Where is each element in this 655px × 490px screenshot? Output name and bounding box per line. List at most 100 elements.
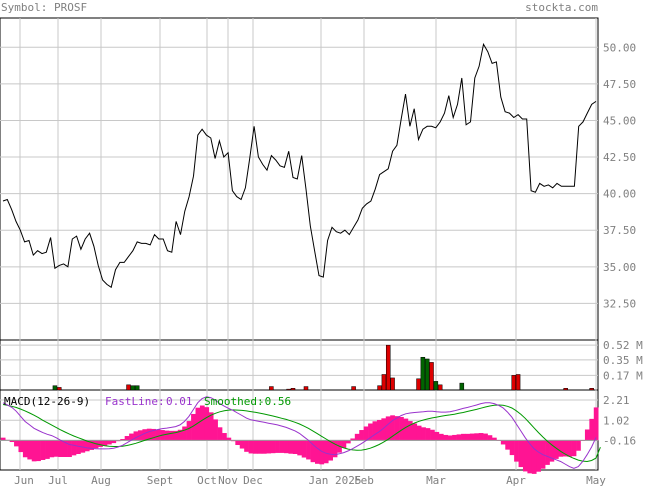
macd-histogram-bar xyxy=(98,440,103,447)
macd-histogram-bar xyxy=(576,440,581,451)
macd-histogram-bar xyxy=(239,440,245,449)
macd-histogram-bar xyxy=(31,440,37,462)
x-tick-label: Aug xyxy=(91,474,111,486)
macd-histogram-bar xyxy=(120,439,125,441)
macd-histogram-bar xyxy=(9,440,15,443)
macd-histogram-bar xyxy=(545,440,550,465)
macd-histogram-bar xyxy=(407,421,413,441)
macd-histogram-bar xyxy=(45,440,50,459)
macd-histogram-bar xyxy=(376,419,382,441)
macd-histogram-bar xyxy=(487,435,493,441)
volume-bar xyxy=(429,362,434,391)
macd-histogram-bar xyxy=(500,440,506,445)
price-tick-label: 50.00 xyxy=(603,41,636,54)
macd-histogram-bar xyxy=(412,423,418,441)
macd-histogram-bar xyxy=(354,433,360,441)
macd-histogram-bar xyxy=(341,440,347,449)
macd-histogram-bar xyxy=(359,430,364,441)
x-tick-label: Feb xyxy=(354,474,374,486)
macd-histogram-bar xyxy=(492,437,497,441)
macd-histogram-bar xyxy=(244,440,249,452)
macd-histogram-bar xyxy=(266,440,272,454)
macd-histogram-bar xyxy=(146,428,152,441)
volume-bar xyxy=(437,384,443,391)
macd-histogram xyxy=(0,405,599,474)
macd-histogram-bar xyxy=(478,433,484,441)
macd-histogram-bar xyxy=(562,440,568,457)
macd-histogram-bar xyxy=(106,440,112,445)
macd-histogram-bar xyxy=(514,440,519,462)
symbol-label: Symbol: PROSF xyxy=(1,1,87,14)
x-tick-label: Sept xyxy=(147,474,174,486)
macd-histogram-bar xyxy=(461,433,466,441)
macd-histogram-bar xyxy=(133,431,139,441)
volume-bar xyxy=(286,388,291,391)
macd-fastline-label: FastLine: xyxy=(105,395,165,408)
price-panel-frame xyxy=(0,17,599,341)
macd-histogram-bar xyxy=(332,440,338,458)
macd-fast-line xyxy=(2,396,597,469)
macd-histogram-bar xyxy=(297,440,303,456)
volume-tick-label: 0.17 M xyxy=(603,369,643,382)
macd-histogram-bar xyxy=(509,440,515,456)
macd-histogram-bar xyxy=(27,440,33,460)
macd-histogram-bar xyxy=(142,429,148,441)
macd-histogram-bar xyxy=(76,440,81,454)
macd-histogram-bar xyxy=(456,434,462,441)
macd-histogram-bar xyxy=(465,433,471,441)
macd-histogram-bar xyxy=(385,416,391,441)
macd-histogram-bar xyxy=(447,435,453,441)
macd-histogram-bar xyxy=(182,426,187,441)
macd-histogram-bar xyxy=(67,440,72,457)
macd-histogram-bar xyxy=(279,440,285,453)
macd-histogram-bar xyxy=(177,429,183,441)
macd-histogram-bar xyxy=(310,440,316,463)
macd-histogram-bar xyxy=(301,440,307,458)
macd-histogram-bar xyxy=(518,440,524,468)
macd-histogram-bar xyxy=(390,415,395,441)
macd-histogram-bar xyxy=(421,427,426,441)
volume-bar xyxy=(52,385,58,391)
macd-histogram-bar xyxy=(217,427,223,441)
macd-tick-label: -0.16 xyxy=(603,434,636,447)
macd-histogram-bar xyxy=(430,429,435,441)
macd-histogram-bar xyxy=(474,433,480,441)
macd-histogram-bar xyxy=(84,440,90,452)
macd-title: MACD(12-26-9) xyxy=(4,395,90,408)
macd-histogram-bar xyxy=(253,440,258,454)
macd-histogram-bar xyxy=(328,440,333,461)
macd-histogram-bar xyxy=(549,440,555,462)
macd-tick-label: 2.21 xyxy=(603,394,630,407)
macd-histogram-bar xyxy=(0,437,6,441)
macd-histogram-bar xyxy=(558,440,564,457)
macd-histogram-bar xyxy=(452,434,457,441)
macd-histogram-bar xyxy=(164,430,170,441)
macd-histogram-bar xyxy=(222,433,227,441)
x-tick-label: Dec xyxy=(243,474,263,486)
macd-smoothed-label: Smoothed: xyxy=(204,395,264,408)
price-tick-label: 45.00 xyxy=(603,114,636,127)
macd-histogram-bar xyxy=(323,440,329,464)
volume-bar xyxy=(290,388,296,391)
macd-histogram-bar xyxy=(226,437,232,441)
macd-histogram-bar xyxy=(257,440,263,454)
volume-bar xyxy=(57,387,62,391)
macd-histogram-bar xyxy=(593,407,599,441)
macd-histogram-bar xyxy=(443,434,449,441)
volume-bar xyxy=(563,388,568,391)
macd-histogram-bar xyxy=(527,440,533,474)
macd-histogram-bar xyxy=(14,440,19,447)
x-tick-label: Oct xyxy=(197,474,217,486)
volume-bars xyxy=(52,344,594,391)
volume-bar xyxy=(385,344,391,391)
macd-histogram-bar xyxy=(173,430,179,441)
macd-histogram-bar xyxy=(372,421,378,441)
macd-histogram-bar xyxy=(284,440,289,454)
macd-smoothed-line xyxy=(2,404,601,463)
macd-histogram-bar xyxy=(531,440,537,474)
macd-histogram-bar xyxy=(129,433,134,441)
macd-histogram-bar xyxy=(89,440,95,450)
macd-histogram-bar xyxy=(49,440,55,458)
